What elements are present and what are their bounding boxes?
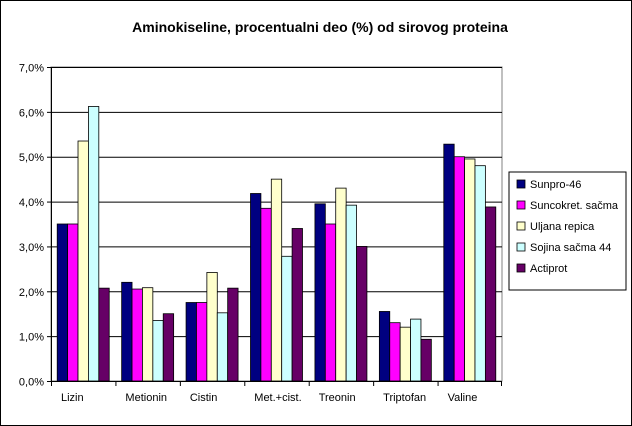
bar [88,106,100,382]
bar [314,203,326,382]
y-tick-label: 0,0% [19,377,44,389]
bar [345,204,357,382]
y-tick-label: 4,0% [19,197,44,209]
bar [152,320,164,382]
bar [162,313,175,382]
legend-swatch [516,179,526,189]
x-tick-label: Met.+cist. [254,392,301,404]
bar [77,140,89,382]
y-tick-label: 6,0% [19,107,44,119]
bar [216,312,229,382]
x-tick-label: Valine [448,392,478,404]
legend-entry: Sojina sačma 44 [530,242,611,254]
axes [47,67,502,386]
bar [121,281,133,382]
bar [56,223,69,382]
bar [98,287,110,382]
x-tick-label: Metionin [125,392,167,404]
bar [335,187,347,382]
bar [453,156,465,382]
bar [270,178,283,382]
bar [227,287,239,382]
bar [250,193,262,382]
bar [474,165,486,382]
bar [464,158,476,382]
bar [410,318,422,382]
y-tick-label: 3,0% [19,242,44,254]
bar [443,143,455,382]
x-tick-label: Triptofan [383,392,426,404]
x-tick-label: Cistin [190,392,218,404]
bar [196,302,208,382]
legend-entry: Sunpro-46 [530,179,581,191]
bars [56,106,497,382]
bar [185,302,197,382]
bar [131,288,143,382]
bar [484,206,497,382]
legend: Sunpro-46 Suncokret. sačma Uljana repica So… [508,171,627,291]
bar [378,311,391,382]
y-axis-ticks: 0,0% 1,0% 2,0% 3,0% 4,0% 5,0% 6,0% 7,0% [19,63,44,389]
legend-entry: Uljana repica [530,221,595,233]
legend-swatch [516,242,526,252]
legend-box [508,171,627,291]
y-tick-label: 1,0% [19,332,44,344]
bar [420,338,432,382]
legend-swatch [516,263,526,273]
bar [67,223,79,382]
legend-swatch [516,221,526,231]
bar [389,322,401,382]
x-tick-label: Lizin [61,392,84,404]
y-tick-label: 5,0% [19,152,44,164]
bar [324,223,337,382]
legend-swatch [516,200,526,210]
chart-title: Aminokiseline, procentualni deo (%) od s… [132,19,508,35]
bar [291,228,303,382]
bar [142,287,154,382]
bar [356,246,368,382]
x-axis-categories: Lizin Metionin Cistin Met.+cist. Treonin Trip… [61,392,477,404]
bar [399,326,411,382]
y-tick-label: 2,0% [19,287,44,299]
bar [281,255,293,382]
x-tick-label: Treonin [319,392,356,404]
legend-entry: Suncokret. sačma [530,200,619,212]
bar [260,207,272,382]
legend-entry: Actiprot [530,263,567,275]
y-tick-label: 7,0% [19,63,44,75]
bar [206,272,218,382]
